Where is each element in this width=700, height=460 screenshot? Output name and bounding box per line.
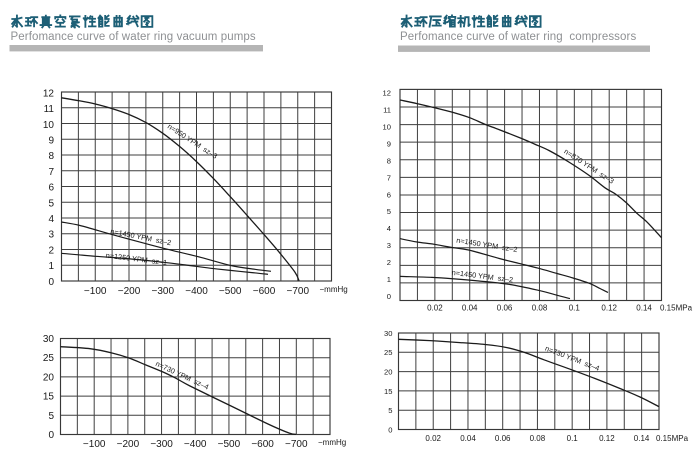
svg-text:1: 1: [48, 261, 54, 272]
svg-text:1: 1: [387, 275, 391, 284]
svg-text:−mmHg: −mmHg: [320, 285, 348, 294]
svg-text:n=1250 YPM sz–1: n=1250 YPM sz–1: [105, 251, 167, 267]
svg-text:0.04: 0.04: [462, 303, 478, 312]
svg-text:3: 3: [48, 230, 54, 241]
svg-text:−300: −300: [152, 286, 175, 297]
svg-text:2: 2: [387, 258, 391, 267]
svg-text:5: 5: [388, 406, 392, 415]
svg-text:−400: −400: [185, 286, 208, 297]
svg-text:0.08: 0.08: [532, 303, 548, 312]
svg-text:25: 25: [43, 353, 55, 364]
svg-text:Perfomance curve of water ring: Perfomance curve of water ring compresso…: [400, 31, 636, 43]
svg-text:0.1: 0.1: [569, 303, 581, 312]
svg-text:4: 4: [387, 224, 391, 233]
svg-text:−100: −100: [83, 439, 106, 450]
svg-text:−700: −700: [287, 286, 310, 297]
svg-text:15: 15: [384, 387, 392, 396]
svg-text:0.14: 0.14: [634, 434, 650, 443]
svg-text:12: 12: [383, 89, 391, 98]
svg-text:20: 20: [43, 372, 55, 383]
svg-text:9: 9: [387, 140, 391, 149]
svg-text:30: 30: [43, 334, 55, 345]
svg-text:−mmHg: −mmHg: [318, 438, 346, 447]
svg-text:6: 6: [387, 190, 391, 199]
svg-text:2: 2: [48, 245, 54, 256]
svg-text:0.02: 0.02: [425, 434, 441, 443]
svg-text:7: 7: [387, 173, 391, 182]
svg-text:0.06: 0.06: [495, 434, 511, 443]
svg-text:−200: −200: [117, 439, 140, 450]
svg-text:Perfomance curve of water ring: Perfomance curve of water ring vacuum pu…: [11, 31, 256, 43]
svg-text:10: 10: [383, 123, 391, 132]
svg-text:0: 0: [48, 277, 54, 288]
svg-text:25: 25: [384, 348, 392, 357]
svg-text:4: 4: [48, 214, 54, 225]
svg-text:30: 30: [384, 329, 392, 338]
svg-text:−200: −200: [118, 286, 141, 297]
svg-text:0: 0: [48, 430, 54, 441]
svg-text:8: 8: [387, 157, 391, 166]
svg-text:0.02: 0.02: [427, 303, 443, 312]
svg-text:9: 9: [48, 136, 54, 147]
svg-text:0.1: 0.1: [567, 434, 579, 443]
svg-text:0.12: 0.12: [601, 303, 617, 312]
svg-text:0: 0: [388, 425, 392, 434]
svg-text:0.15MPa: 0.15MPa: [656, 434, 689, 443]
svg-text:5: 5: [387, 207, 391, 216]
svg-text:−600: −600: [253, 286, 276, 297]
svg-text:5: 5: [48, 411, 54, 422]
svg-text:0: 0: [387, 292, 391, 301]
svg-text:10: 10: [43, 120, 55, 131]
svg-text:0.04: 0.04: [460, 434, 476, 443]
svg-text:15: 15: [43, 392, 55, 403]
svg-text:0.06: 0.06: [497, 303, 513, 312]
svg-text:12: 12: [43, 88, 55, 99]
svg-text:6: 6: [48, 183, 54, 194]
svg-text:0.08: 0.08: [530, 434, 546, 443]
svg-text:3: 3: [387, 241, 391, 250]
svg-text:−500: −500: [219, 286, 242, 297]
svg-text:0.14: 0.14: [636, 303, 652, 312]
svg-text:8: 8: [48, 151, 54, 162]
svg-text:0.15MPa: 0.15MPa: [660, 303, 693, 312]
svg-text:n=870 YPM sz–3: n=870 YPM sz–3: [562, 147, 615, 186]
svg-text:7: 7: [48, 167, 54, 178]
svg-text:11: 11: [383, 106, 391, 115]
svg-text:5: 5: [48, 198, 54, 209]
svg-text:−100: −100: [84, 286, 107, 297]
svg-text:−500: −500: [218, 439, 241, 450]
svg-text:11: 11: [44, 104, 55, 115]
svg-text:n=730 YPM sz–4: n=730 YPM sz–4: [154, 359, 210, 392]
svg-text:−700: −700: [285, 439, 308, 450]
svg-text:−600: −600: [251, 439, 274, 450]
svg-text:0.12: 0.12: [599, 434, 615, 443]
svg-text:−400: −400: [184, 439, 207, 450]
svg-text:20: 20: [384, 368, 392, 377]
svg-text:−300: −300: [150, 439, 173, 450]
